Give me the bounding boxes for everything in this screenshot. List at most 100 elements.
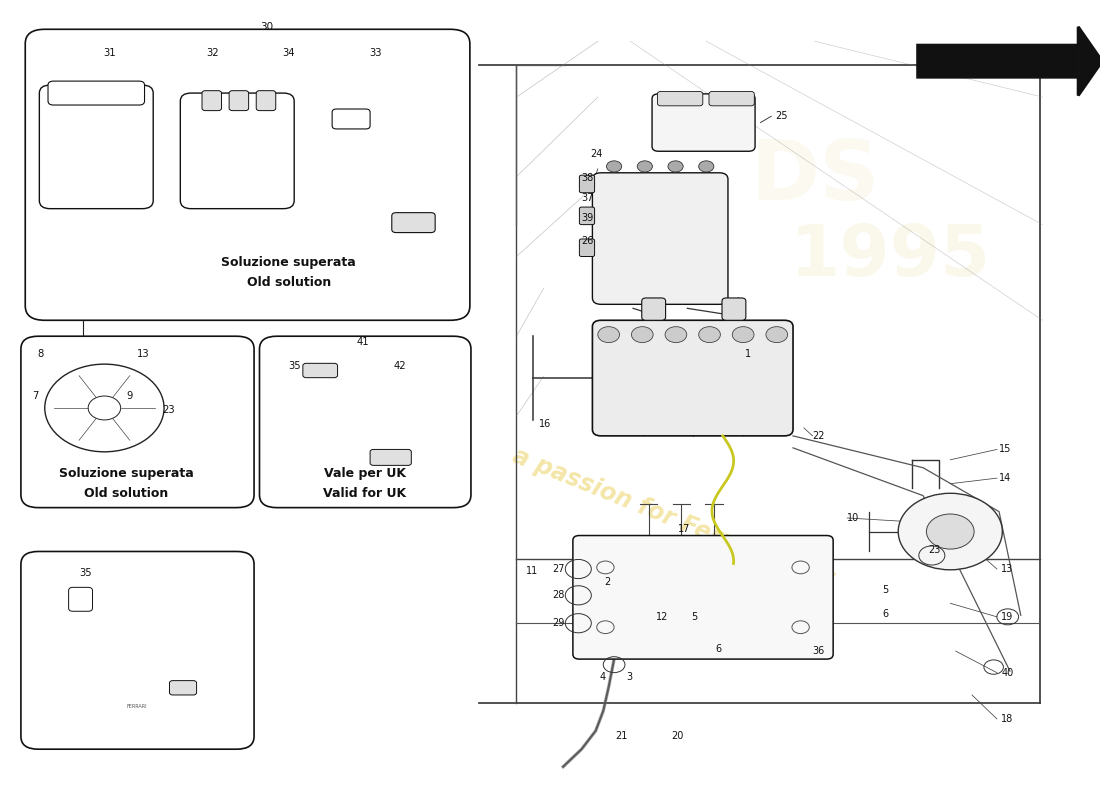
Text: 41: 41 bbox=[356, 337, 369, 347]
FancyBboxPatch shape bbox=[48, 81, 144, 105]
Circle shape bbox=[698, 161, 714, 172]
FancyBboxPatch shape bbox=[593, 320, 793, 436]
FancyBboxPatch shape bbox=[260, 336, 471, 508]
Circle shape bbox=[698, 326, 720, 342]
FancyBboxPatch shape bbox=[180, 93, 294, 209]
Text: 5: 5 bbox=[882, 585, 888, 594]
Circle shape bbox=[926, 514, 975, 549]
Text: 23: 23 bbox=[928, 545, 940, 555]
Text: 31: 31 bbox=[103, 48, 117, 58]
Text: Old solution: Old solution bbox=[246, 276, 331, 290]
Text: 38: 38 bbox=[582, 174, 594, 183]
Text: DS: DS bbox=[750, 136, 879, 218]
Text: a passion for Ferrari 1995: a passion for Ferrari 1995 bbox=[509, 444, 838, 595]
Text: 21: 21 bbox=[615, 731, 628, 742]
Text: 29: 29 bbox=[552, 618, 564, 628]
FancyBboxPatch shape bbox=[202, 90, 221, 110]
Text: Vale per UK: Vale per UK bbox=[323, 467, 406, 480]
FancyBboxPatch shape bbox=[652, 94, 755, 151]
Text: 16: 16 bbox=[539, 419, 551, 429]
Text: 17: 17 bbox=[678, 524, 691, 534]
Text: 39: 39 bbox=[582, 214, 594, 223]
Text: 42: 42 bbox=[394, 361, 407, 370]
FancyBboxPatch shape bbox=[169, 681, 197, 695]
Text: 4: 4 bbox=[600, 672, 606, 682]
Text: Valid for UK: Valid for UK bbox=[323, 486, 406, 500]
Text: 12: 12 bbox=[657, 612, 669, 622]
Text: 22: 22 bbox=[813, 431, 825, 441]
Text: 40: 40 bbox=[1001, 668, 1013, 678]
FancyBboxPatch shape bbox=[25, 30, 470, 320]
Text: 15: 15 bbox=[999, 445, 1011, 454]
Text: 25: 25 bbox=[776, 111, 789, 121]
Circle shape bbox=[597, 326, 619, 342]
Text: 26: 26 bbox=[582, 235, 594, 246]
Circle shape bbox=[668, 161, 683, 172]
Text: 24: 24 bbox=[591, 150, 603, 159]
FancyBboxPatch shape bbox=[229, 90, 249, 110]
FancyBboxPatch shape bbox=[580, 175, 595, 193]
FancyBboxPatch shape bbox=[302, 363, 338, 378]
FancyBboxPatch shape bbox=[45, 360, 121, 408]
Text: 2: 2 bbox=[604, 577, 611, 586]
Text: 36: 36 bbox=[813, 646, 825, 656]
Text: 14: 14 bbox=[999, 473, 1011, 483]
Text: 3: 3 bbox=[626, 672, 632, 682]
Text: 1995: 1995 bbox=[790, 222, 991, 291]
FancyBboxPatch shape bbox=[68, 587, 92, 611]
Text: 18: 18 bbox=[1001, 714, 1013, 724]
Text: 23: 23 bbox=[162, 405, 175, 414]
Circle shape bbox=[766, 326, 788, 342]
Text: 35: 35 bbox=[79, 568, 92, 578]
Text: 27: 27 bbox=[552, 564, 564, 574]
Text: 5: 5 bbox=[691, 612, 697, 622]
Text: 11: 11 bbox=[526, 566, 539, 577]
Text: 32: 32 bbox=[207, 48, 219, 58]
Circle shape bbox=[899, 494, 1002, 570]
Text: 6: 6 bbox=[882, 609, 888, 618]
Polygon shape bbox=[917, 27, 1100, 95]
Circle shape bbox=[637, 161, 652, 172]
Text: 6: 6 bbox=[715, 644, 722, 654]
FancyBboxPatch shape bbox=[56, 340, 110, 360]
Text: FERRARI: FERRARI bbox=[126, 705, 147, 710]
Text: 19: 19 bbox=[1001, 612, 1013, 622]
FancyBboxPatch shape bbox=[256, 90, 276, 110]
Text: 35: 35 bbox=[289, 361, 301, 370]
Text: 1: 1 bbox=[746, 349, 751, 358]
Text: 7: 7 bbox=[32, 391, 39, 401]
Text: 20: 20 bbox=[672, 731, 684, 742]
Circle shape bbox=[666, 326, 686, 342]
Circle shape bbox=[606, 161, 621, 172]
Text: 28: 28 bbox=[552, 590, 564, 600]
FancyBboxPatch shape bbox=[580, 239, 595, 257]
FancyBboxPatch shape bbox=[40, 85, 153, 209]
Polygon shape bbox=[1078, 27, 1100, 95]
Text: Old solution: Old solution bbox=[84, 486, 168, 500]
Text: 13: 13 bbox=[136, 349, 150, 358]
FancyBboxPatch shape bbox=[658, 91, 703, 106]
FancyBboxPatch shape bbox=[710, 91, 755, 106]
FancyBboxPatch shape bbox=[332, 109, 370, 129]
FancyBboxPatch shape bbox=[370, 450, 411, 466]
Text: 34: 34 bbox=[283, 48, 295, 58]
Circle shape bbox=[733, 326, 754, 342]
FancyBboxPatch shape bbox=[580, 207, 595, 225]
Text: Soluzione superata: Soluzione superata bbox=[221, 256, 356, 270]
FancyBboxPatch shape bbox=[21, 336, 254, 508]
FancyBboxPatch shape bbox=[593, 173, 728, 304]
FancyBboxPatch shape bbox=[641, 298, 666, 320]
Text: Soluzione superata: Soluzione superata bbox=[58, 467, 194, 480]
FancyBboxPatch shape bbox=[21, 551, 254, 749]
Text: 37: 37 bbox=[582, 193, 594, 202]
Polygon shape bbox=[917, 46, 1078, 77]
Text: 13: 13 bbox=[1001, 564, 1013, 574]
FancyBboxPatch shape bbox=[573, 535, 833, 659]
Text: 9: 9 bbox=[126, 391, 132, 401]
FancyBboxPatch shape bbox=[722, 298, 746, 320]
Text: 33: 33 bbox=[370, 48, 382, 58]
Text: 30: 30 bbox=[261, 22, 274, 32]
Text: 10: 10 bbox=[847, 513, 859, 523]
Text: 8: 8 bbox=[37, 349, 43, 358]
Circle shape bbox=[631, 326, 653, 342]
